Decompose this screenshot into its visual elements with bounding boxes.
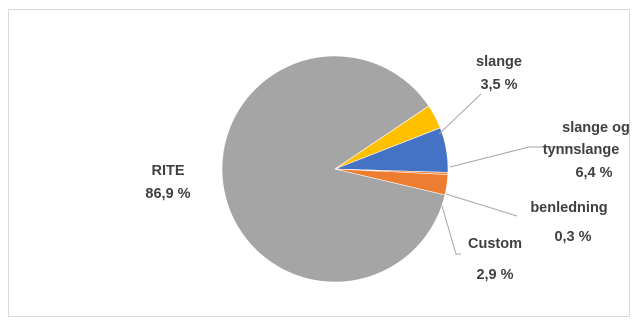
data-label-slange-name: slange (476, 54, 522, 70)
leader-line-benledning (445, 193, 518, 217)
chart-frame: RITE 86,9 % slange 3,5 % slange og tynns… (8, 9, 630, 317)
data-label-rite-name: RITE (151, 163, 184, 179)
leader-line-custom (441, 205, 461, 255)
data-label-benledning-value: 0,3 % (554, 229, 591, 245)
slice-rite (221, 55, 446, 283)
data-label-custom-name: Custom (468, 236, 522, 252)
data-label-slangeogtynn-name: slange og tynnslange (543, 120, 631, 158)
data-label-benledning-name: benledning (530, 200, 607, 216)
data-label-slange-value: 3,5 % (480, 77, 517, 93)
leader-line-slange-og-tynnslange (449, 146, 577, 168)
data-label-custom-value: 2,9 % (476, 267, 513, 283)
slice-custom (334, 168, 449, 196)
data-label-slangeogtynn-value: 6,4 % (575, 165, 612, 181)
leader-line-slange (438, 93, 482, 135)
pie-chart: RITE 86,9 % slange 3,5 % slange og tynns… (145, 54, 631, 283)
data-label-rite-value: 86,9 % (145, 186, 190, 202)
